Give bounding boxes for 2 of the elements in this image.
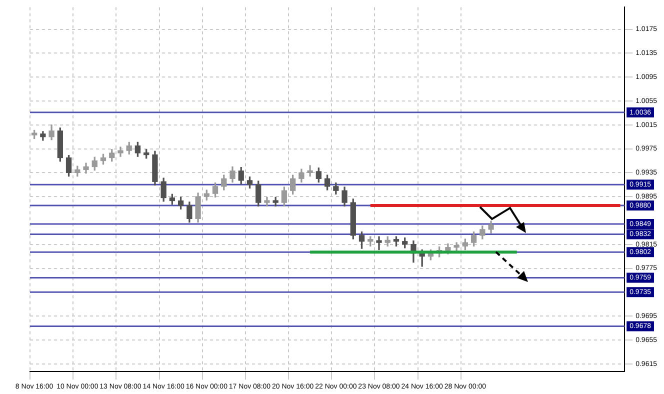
candlestick xyxy=(376,236,382,250)
candlestick xyxy=(307,165,313,177)
